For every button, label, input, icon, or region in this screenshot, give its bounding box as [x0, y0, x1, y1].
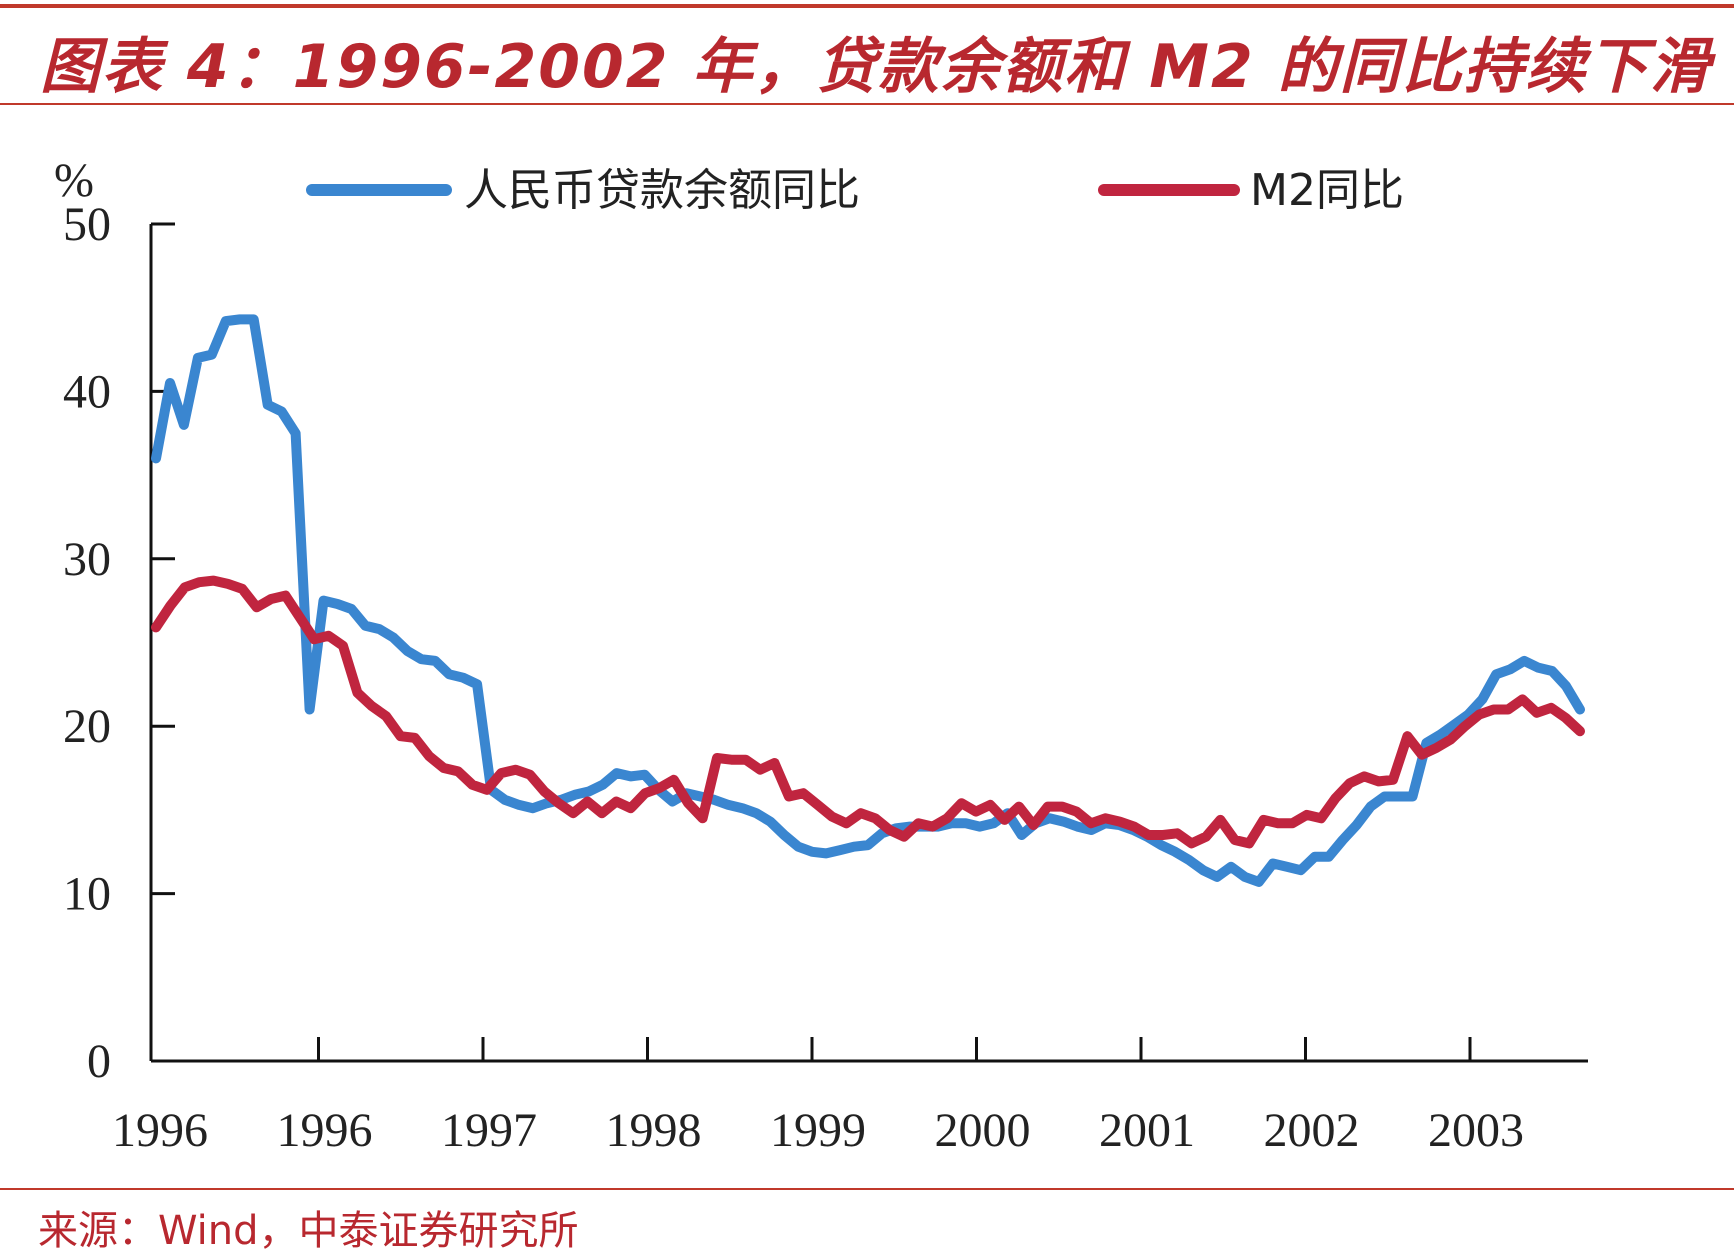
y-tick-label: 0	[87, 1035, 111, 1088]
y-axis-unit-label: %	[54, 154, 94, 207]
x-tick-label: 1998	[606, 1104, 702, 1157]
loan-growth-series-line	[151, 314, 1585, 887]
m2-growth-series-line	[151, 575, 1585, 849]
x-tick-label: 1997	[441, 1104, 537, 1157]
top-border-rule	[0, 4, 1734, 8]
chart-title: 图表 4：1996-2002 年，贷款余额和 M2 的同比持续下滑	[40, 32, 1712, 102]
source-note: 来源：Wind，中泰证券研究所	[38, 1208, 579, 1254]
legend-label-m2: M2同比	[1250, 165, 1404, 216]
x-tick-label: 1996	[112, 1104, 208, 1157]
y-tick-label: 20	[63, 700, 111, 753]
y-tick-label: 10	[63, 868, 111, 921]
x-tick-label: 1999	[770, 1104, 866, 1157]
source-divider-rule	[0, 1188, 1734, 1190]
x-tick-label: 2000	[935, 1104, 1031, 1157]
y-tick-label: 50	[63, 198, 111, 251]
x-tick-label: 1996	[277, 1104, 373, 1157]
legend-label-loan: 人民币贷款余额同比	[464, 165, 860, 216]
title-underline-rule	[0, 103, 1734, 105]
x-tick-label: 2003	[1428, 1104, 1524, 1157]
x-tick-label: 2001	[1099, 1104, 1195, 1157]
x-tick-label: 2002	[1264, 1104, 1360, 1157]
y-tick-label: 30	[63, 533, 111, 586]
y-tick-label: 40	[63, 365, 111, 418]
